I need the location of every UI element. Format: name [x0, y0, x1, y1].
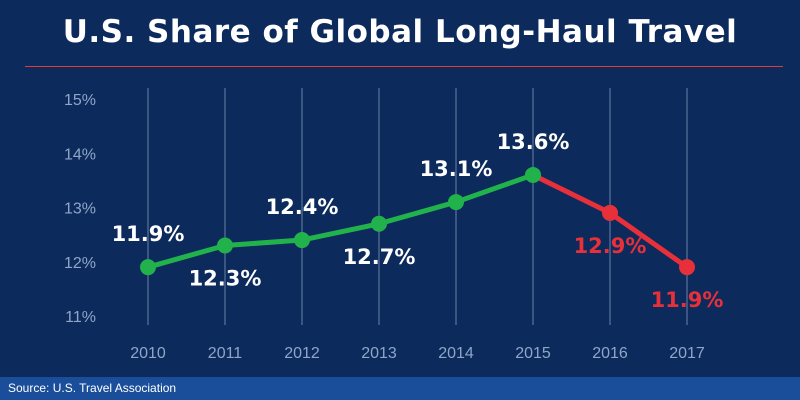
data-points: [140, 166, 695, 276]
x-tick-label: 2016: [592, 345, 628, 362]
data-label-2014: 13.1%: [420, 157, 493, 181]
data-labels: 11.9%12.3%12.4%12.7%13.1%13.6%12.9%11.9%: [112, 130, 724, 312]
source-note: Source: U.S. Travel Association: [8, 381, 177, 395]
footer-bar: Source: U.S. Travel Association: [0, 377, 800, 400]
data-point-2014: [448, 194, 464, 211]
data-label-2016: 12.9%: [574, 234, 647, 258]
y-tick-label: 13%: [64, 201, 96, 218]
chart-title: U.S. Share of Global Long-Haul Travel: [62, 14, 738, 50]
data-point-2015: [525, 166, 541, 183]
x-tick-label: 2013: [361, 345, 397, 362]
x-tick-label: 2011: [208, 345, 243, 362]
y-tick-label: 12%: [64, 255, 96, 272]
x-axis-ticks: 2010 2011 2012 2013 2014 2015 2016 2017: [130, 345, 705, 362]
data-label-2010: 11.9%: [112, 222, 185, 246]
title-divider: [25, 66, 783, 67]
data-point-2011: [217, 237, 233, 254]
x-tick-label: 2014: [438, 345, 474, 362]
data-label-2012: 12.4%: [266, 195, 339, 219]
data-label-2011: 12.3%: [189, 266, 262, 290]
data-point-2016: [602, 204, 618, 221]
data-label-2015: 13.6%: [497, 130, 570, 154]
x-tick-label: 2015: [515, 345, 551, 362]
data-point-2017: [679, 259, 695, 276]
y-tick-label: 14%: [64, 146, 96, 163]
y-axis-ticks: 11% 12% 13% 14% 15%: [64, 92, 96, 326]
data-label-2013: 12.7%: [343, 245, 416, 269]
series-line-growth: [145, 172, 536, 270]
data-point-2010: [140, 259, 156, 276]
data-point-2012: [294, 232, 310, 249]
x-tick-label: 2010: [130, 345, 166, 362]
data-point-2013: [371, 215, 387, 232]
data-label-2017: 11.9%: [651, 288, 724, 312]
y-tick-label: 11%: [65, 309, 96, 326]
x-tick-label: 2012: [284, 345, 320, 362]
y-tick-label: 15%: [64, 92, 96, 109]
x-tick-label: 2017: [669, 345, 705, 362]
